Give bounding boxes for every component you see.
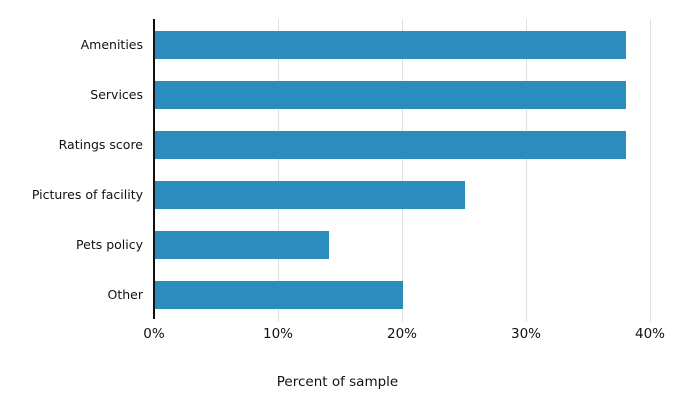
bars-container — [155, 20, 651, 320]
category-label-row: Amenities — [0, 20, 143, 70]
x-tick-label: 20% — [386, 326, 418, 342]
y-axis-line — [153, 19, 155, 319]
category-label: Amenities — [80, 36, 143, 52]
gridline-30 — [526, 19, 527, 322]
bar-services — [155, 81, 627, 109]
bar-row — [155, 270, 651, 320]
category-label-row: Services — [0, 70, 143, 120]
x-axis-tick-labels: 0% 10% 20% 30% 40% — [0, 326, 675, 346]
category-label: Services — [90, 86, 143, 102]
plot-area — [155, 19, 651, 322]
category-label-row: Pictures of facility — [0, 170, 143, 220]
bar-row — [155, 220, 651, 270]
gridline-40 — [650, 19, 651, 322]
category-label-row: Pets policy — [0, 220, 143, 270]
category-label: Other — [107, 286, 144, 302]
category-label: Pictures of facility — [31, 186, 143, 202]
bar-amenities — [155, 31, 627, 59]
bar-row — [155, 120, 651, 170]
gridline-10 — [278, 19, 279, 322]
category-label: Pets policy — [76, 236, 143, 252]
bar-pets-policy — [155, 231, 329, 259]
bar-ratings-score — [155, 131, 627, 159]
category-axis-labels: Amenities Services Ratings score Pictures o… — [0, 20, 143, 320]
category-label: Ratings score — [58, 136, 143, 152]
bar-row — [155, 20, 651, 70]
bar-other — [155, 281, 403, 309]
category-label-row: Other — [0, 270, 144, 320]
x-axis-title: Percent of sample — [276, 374, 399, 390]
bar-row — [155, 70, 651, 120]
bar-pictures-of-facility — [155, 181, 465, 209]
bar-row — [155, 170, 651, 220]
x-tick-label: 10% — [262, 326, 294, 342]
category-label-row: Ratings score — [0, 120, 143, 170]
x-tick-label: 0% — [143, 326, 165, 342]
gridline-20 — [402, 19, 403, 322]
x-tick-label: 40% — [634, 326, 666, 342]
x-tick-label: 30% — [510, 326, 542, 342]
